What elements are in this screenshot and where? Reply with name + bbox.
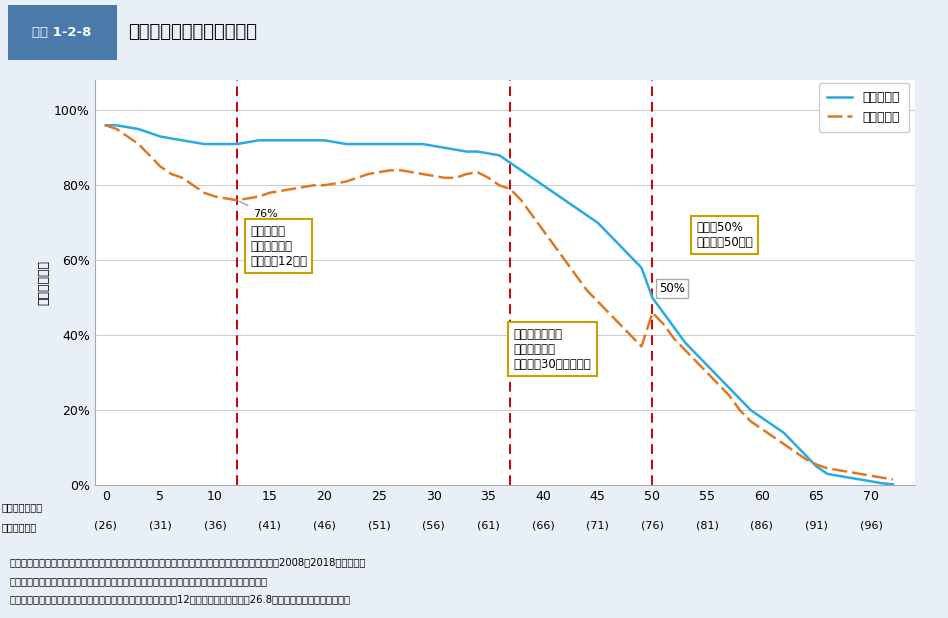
Text: 就業率50%
（登録後50年）: 就業率50% （登録後50年） [696, 221, 753, 249]
Text: 就業率が大きく
減衰を始める
（登録後30年代後半）: 就業率が大きく 減衰を始める （登録後30年代後半） [514, 328, 592, 371]
Text: 76%: 76% [240, 201, 278, 219]
Text: 籍登録データ（厚生労働省医政局医事課）により厚生労働省医政局医事課において作成。: 籍登録データ（厚生労働省医政局医事課）により厚生労働省医政局医事課において作成。 [9, 576, 267, 586]
Text: 資料：厚生労働省政策統括官（統計・情報政策、労使関係担当）「医師・歯科医師・薬剤師調査」（2008～2018年）及び医: 資料：厚生労働省政策統括官（統計・情報政策、労使関係担当）「医師・歯科医師・薬剤… [9, 557, 366, 567]
Text: (96): (96) [860, 520, 883, 530]
Legend: 男性就業率, 女性就業率: 男性就業率, 女性就業率 [818, 83, 908, 132]
Text: (36): (36) [204, 520, 227, 530]
Text: 図表 1-2-8: 図表 1-2-8 [32, 26, 91, 39]
Text: (91): (91) [805, 520, 828, 530]
Text: (86): (86) [750, 520, 774, 530]
Text: 医籍登録後年数別の就業率: 医籍登録後年数別の就業率 [128, 23, 257, 41]
Text: (51): (51) [368, 520, 391, 530]
Text: (56): (56) [423, 520, 446, 530]
Text: （注）　推定年齢は医籍登録後年数が０年の届出票の満年齢（12月末時点）の平均値が26.8歳であることを考慮し設定。: （注） 推定年齢は医籍登録後年数が０年の届出票の満年齢（12月末時点）の平均値が… [9, 595, 351, 604]
Text: （推定年齢）: （推定年齢） [2, 522, 37, 532]
Text: (26): (26) [94, 520, 118, 530]
Text: (41): (41) [258, 520, 282, 530]
Text: (46): (46) [313, 520, 336, 530]
Text: (61): (61) [477, 520, 500, 530]
Y-axis label: 就業率（％）: 就業率（％） [37, 260, 50, 305]
Text: (31): (31) [149, 520, 172, 530]
Text: (76): (76) [641, 520, 664, 530]
Text: 医籍登録後年数: 医籍登録後年数 [2, 502, 43, 512]
FancyBboxPatch shape [8, 5, 117, 60]
Text: 女性医師の
就業率最低値
（登録後12年）: 女性医師の 就業率最低値 （登録後12年） [250, 224, 307, 268]
Text: (66): (66) [532, 520, 555, 530]
Text: (81): (81) [696, 520, 719, 530]
Text: (71): (71) [586, 520, 610, 530]
Text: 50%: 50% [659, 282, 684, 295]
